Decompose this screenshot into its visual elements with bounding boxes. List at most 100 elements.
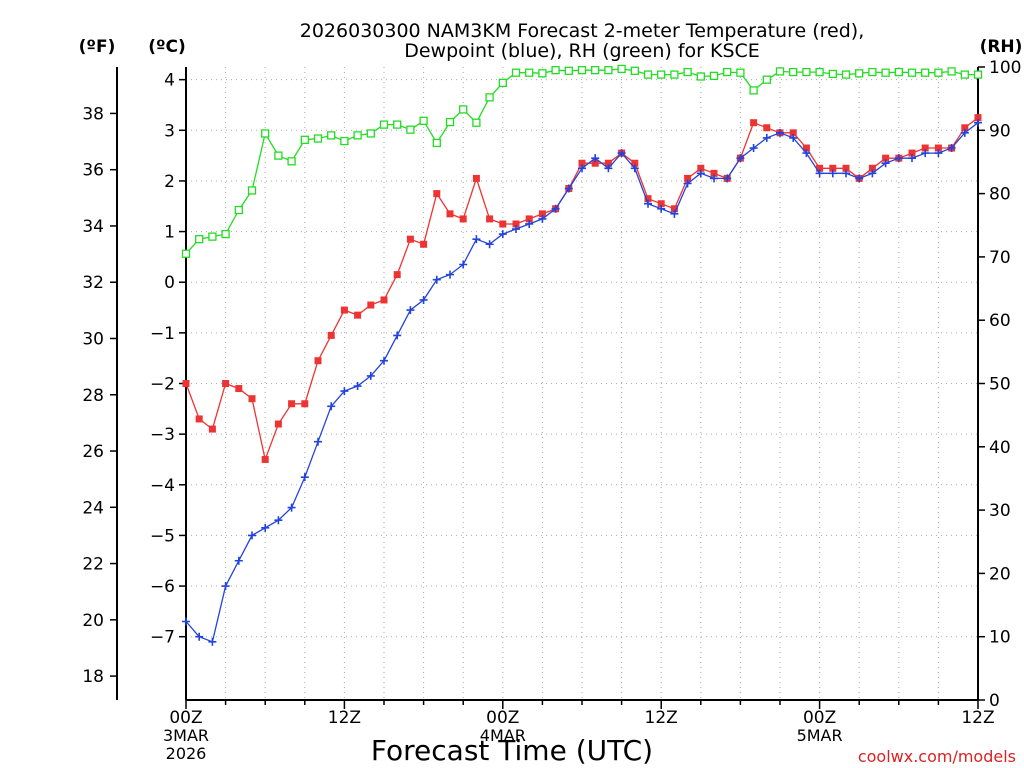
rh-point bbox=[617, 64, 626, 74]
celsius-tick-label: 0 bbox=[164, 273, 175, 293]
dewpoint-point bbox=[195, 632, 204, 641]
rh-point bbox=[841, 70, 851, 79]
fahrenheit-tick-label: 24 bbox=[82, 498, 104, 518]
dewpoint-point bbox=[723, 174, 732, 183]
celsius-tick-label: −4 bbox=[150, 476, 175, 496]
rh-point bbox=[815, 67, 824, 77]
rh-point bbox=[789, 67, 798, 77]
rh-point bbox=[868, 67, 877, 77]
time-tick-label: 12Z bbox=[645, 708, 678, 728]
dewpoint-point bbox=[406, 306, 415, 315]
temperature-point bbox=[961, 124, 969, 132]
temperature-point bbox=[512, 220, 520, 228]
temperature-point bbox=[921, 144, 929, 152]
rh-point bbox=[591, 66, 600, 75]
temperature-point bbox=[538, 210, 546, 218]
time-tick-label: 00Z bbox=[486, 708, 519, 728]
rh-tick-label: 40 bbox=[989, 438, 1011, 458]
dewpoint-point bbox=[472, 235, 481, 244]
rh-tick-label: 100 bbox=[989, 58, 1021, 78]
rh-point bbox=[511, 68, 521, 77]
rh-point bbox=[313, 134, 323, 143]
celsius-tick-label: −2 bbox=[150, 375, 175, 395]
rh-point bbox=[195, 235, 204, 244]
temperature-point bbox=[697, 164, 705, 172]
temperature-point bbox=[829, 164, 837, 172]
temperature-point bbox=[868, 164, 876, 172]
rh-point bbox=[749, 86, 758, 95]
chart-title: 2026030300 NAM3KM Forecast 2-meter Tempe… bbox=[300, 20, 864, 62]
rh-point bbox=[564, 66, 573, 75]
temperature-point bbox=[195, 415, 203, 423]
rh-point bbox=[208, 232, 217, 241]
rh-point bbox=[221, 229, 230, 239]
dewpoint-point bbox=[221, 582, 230, 591]
dewpoint-point bbox=[630, 164, 639, 173]
rh-point bbox=[670, 70, 679, 79]
fahrenheit-tick-label: 28 bbox=[82, 386, 104, 406]
temperature-point bbox=[367, 301, 375, 309]
dewpoint-point bbox=[340, 387, 349, 396]
rh-point bbox=[577, 66, 587, 75]
dewpoint-point bbox=[947, 144, 956, 153]
dewpoint-point bbox=[551, 204, 560, 213]
rh-point bbox=[379, 120, 389, 129]
temperature-point bbox=[486, 215, 494, 223]
fahrenheit-tick-label: 32 bbox=[82, 273, 104, 293]
rh-tick-label: 50 bbox=[989, 375, 1011, 395]
dewpoint-point bbox=[393, 331, 402, 340]
rh-point bbox=[181, 249, 191, 258]
date-label: 5MAR bbox=[797, 726, 843, 745]
temperature-point bbox=[908, 149, 916, 157]
celsius-tick-label: 4 bbox=[164, 71, 175, 91]
rh-unit-label: (RH) bbox=[980, 37, 1023, 57]
temperature-point bbox=[472, 174, 480, 182]
time-tick-label: 12Z bbox=[961, 708, 994, 728]
rh-point bbox=[709, 71, 719, 81]
fahrenheit-tick-label: 26 bbox=[82, 442, 104, 462]
temperature-point bbox=[182, 380, 190, 387]
rh-point bbox=[947, 67, 956, 76]
temperature-point bbox=[750, 119, 758, 127]
temperature-point bbox=[248, 395, 256, 403]
temperature-point bbox=[604, 159, 612, 167]
temperature-point bbox=[591, 159, 599, 167]
temperature-point bbox=[420, 240, 428, 248]
dewpoint-point bbox=[432, 275, 441, 284]
dewpoint-point bbox=[314, 437, 322, 446]
dewpoint-point bbox=[300, 473, 309, 482]
rh-point bbox=[366, 129, 375, 138]
rh-point bbox=[472, 118, 481, 127]
temperature-point bbox=[301, 400, 309, 408]
rh-point bbox=[802, 67, 811, 77]
temperature-point bbox=[644, 195, 652, 203]
fahrenheit-tick-label: 36 bbox=[82, 161, 104, 181]
celsius-tick-label: 3 bbox=[164, 121, 175, 141]
rh-point bbox=[274, 151, 283, 160]
dewpoint-point bbox=[366, 371, 375, 380]
rh-point bbox=[485, 93, 494, 102]
dewpoint-point bbox=[815, 169, 824, 178]
celsius-tick-label: 2 bbox=[164, 172, 175, 192]
dewpoint-point bbox=[327, 402, 336, 411]
temperature-point bbox=[235, 385, 243, 393]
temperature-point bbox=[763, 124, 771, 132]
temperature-point bbox=[406, 235, 414, 243]
rh-point bbox=[406, 125, 415, 134]
fahrenheit-tick-label: 34 bbox=[82, 217, 104, 237]
fahrenheit-tick-label: 38 bbox=[82, 104, 104, 124]
fahrenheit-tick-label: 20 bbox=[82, 611, 104, 631]
dewpoint-point bbox=[182, 617, 190, 626]
rh-tick-label: 90 bbox=[989, 121, 1011, 141]
temperature-point bbox=[393, 271, 401, 279]
rh-point bbox=[907, 68, 917, 77]
temperature-point bbox=[380, 296, 388, 304]
temperature-point bbox=[789, 129, 797, 137]
rh-point bbox=[459, 105, 468, 114]
dewpoint-point bbox=[670, 209, 679, 218]
temperature-point bbox=[446, 210, 454, 218]
celsius-tick-label: −7 bbox=[150, 628, 175, 648]
temperature-point bbox=[631, 159, 639, 167]
rh-point bbox=[762, 75, 771, 84]
